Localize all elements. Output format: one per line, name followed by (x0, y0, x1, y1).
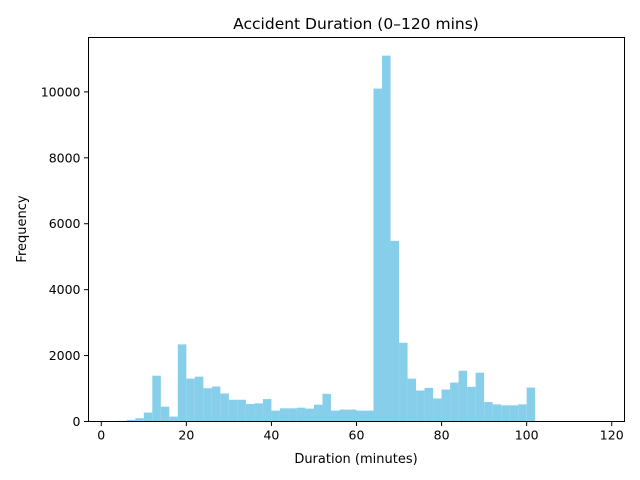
histogram-bar (143, 412, 153, 422)
histogram-bar (305, 408, 314, 422)
histogram-bar (441, 389, 451, 422)
histogram-bar (126, 419, 136, 422)
y-tick-label: 6000 (49, 216, 81, 231)
histogram-bar (390, 240, 400, 422)
histogram-bar (424, 387, 434, 422)
histogram-bar (177, 344, 187, 422)
histogram-bar (152, 375, 161, 422)
histogram-bar (339, 409, 348, 422)
histogram-bar (296, 407, 306, 422)
y-tick-label: 10000 (41, 84, 81, 99)
histogram-bar (228, 399, 238, 422)
x-axis: 0 20 40 60 80 100 120 (97, 421, 624, 443)
histogram-bar (220, 393, 229, 422)
histogram-bar (237, 399, 246, 422)
y-tick-label: 8000 (49, 150, 81, 165)
histogram-bar (330, 410, 340, 422)
histogram-bar (467, 386, 476, 422)
histogram-bar (194, 376, 204, 422)
plot-frame (88, 37, 625, 422)
histogram-bar (518, 404, 527, 422)
x-tick-label: 40 (263, 428, 279, 443)
histogram-bar (211, 386, 221, 422)
histogram-bar (347, 409, 357, 422)
histogram-bar (271, 410, 280, 422)
histogram-bar (416, 390, 425, 422)
histogram-bar (475, 372, 485, 422)
y-tick-label: 0 (73, 414, 81, 429)
histogram-bar (288, 408, 297, 422)
histogram-bar (501, 405, 510, 422)
histogram-bar (186, 378, 195, 422)
histogram-bar (135, 418, 144, 422)
y-tick-label: 2000 (49, 348, 81, 363)
x-tick-label: 120 (600, 428, 624, 443)
histogram-bar (313, 404, 323, 422)
histogram-bar (458, 370, 468, 422)
histogram-bar (373, 88, 383, 422)
histogram-bar (365, 410, 374, 422)
histogram-bar (492, 404, 502, 422)
histogram-bar (407, 378, 417, 422)
y-axis-title: Frequency (15, 195, 30, 262)
x-tick-label: 60 (349, 428, 365, 443)
histogram-bar (203, 388, 212, 422)
x-axis-title: Duration (minutes) (294, 452, 417, 467)
chart-title: Accident Duration (0–120 mins) (233, 15, 479, 33)
histogram-bar (279, 408, 289, 422)
x-tick-label: 100 (515, 428, 539, 443)
histogram-bar (433, 398, 442, 422)
histogram-bar (450, 382, 459, 422)
histogram-bar (169, 416, 178, 422)
histogram-bar (254, 403, 263, 422)
histogram-bar (484, 402, 493, 422)
bars-group (101, 55, 536, 422)
y-tick-label: 4000 (49, 282, 81, 297)
histogram-bar (509, 405, 519, 422)
y-axis: 0 2000 4000 6000 8000 10000 (41, 84, 89, 429)
histogram-bar (322, 393, 331, 422)
x-tick-label: 20 (178, 428, 194, 443)
histogram-bar (262, 399, 272, 422)
histogram-bar (526, 387, 536, 422)
histogram-bar (399, 342, 408, 422)
histogram-bar (245, 404, 255, 422)
x-tick-label: 80 (434, 428, 450, 443)
histogram-bar (160, 406, 170, 422)
x-tick-label: 0 (97, 428, 105, 443)
histogram-bar (356, 410, 366, 422)
histogram-bar (382, 55, 391, 422)
